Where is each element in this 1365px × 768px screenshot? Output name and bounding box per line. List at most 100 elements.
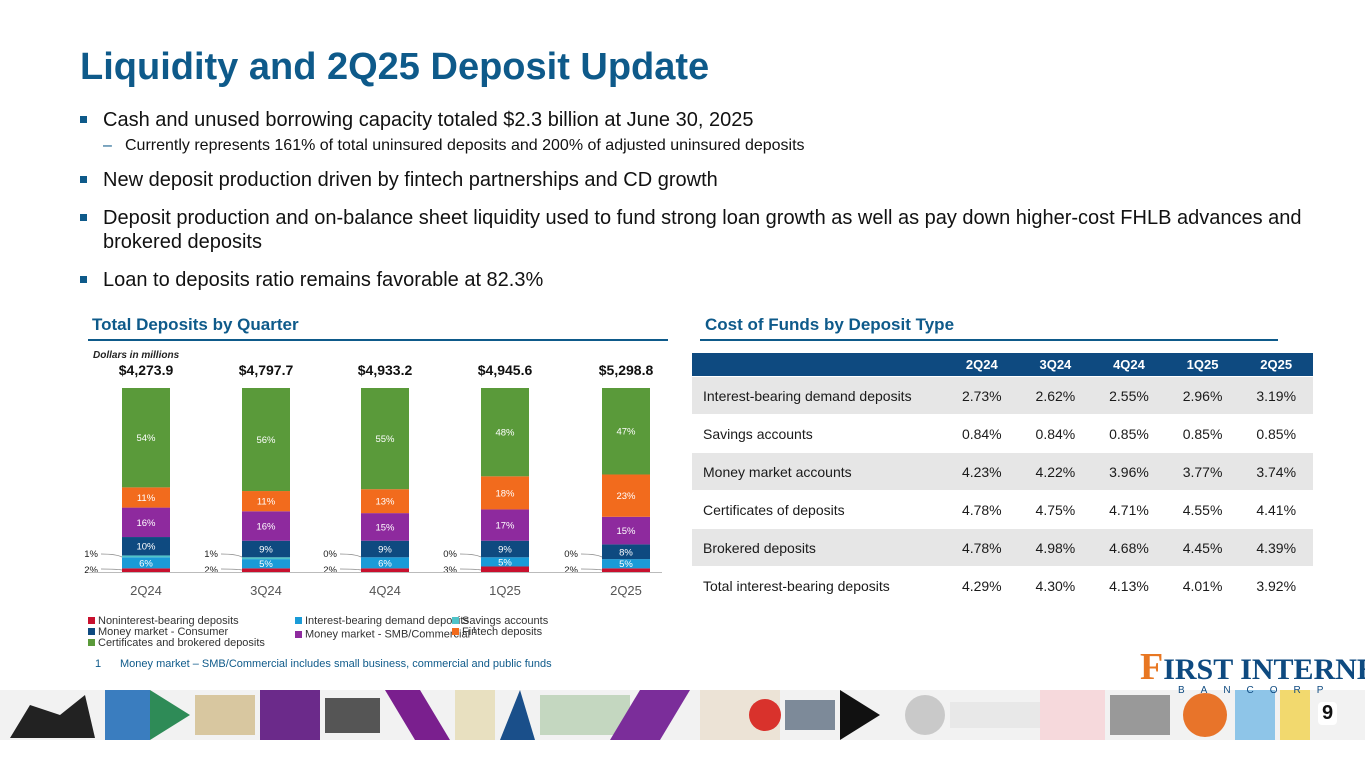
legend-swatch <box>452 617 459 624</box>
bar-segment <box>602 559 650 569</box>
segment-value-label: 9% <box>498 545 512 556</box>
table-cell: 4.29% <box>945 566 1019 604</box>
collage-shape <box>785 700 835 730</box>
segment-value-label: 55% <box>375 434 395 445</box>
leader-line <box>459 553 482 558</box>
bar-total-label: $4,933.2 <box>358 362 413 378</box>
legend-label: Certificates and brokered deposits <box>98 637 265 649</box>
table-cell: 4.45% <box>1165 528 1240 567</box>
legend-label: Noninterest-bearing deposits <box>98 615 239 627</box>
bar-segment <box>602 388 650 475</box>
heart-shape <box>749 699 781 731</box>
logo-name: IRST INTERNET <box>1163 653 1365 686</box>
bar-segment <box>242 540 290 558</box>
leader-line <box>100 553 123 558</box>
segment-value-label: 13% <box>375 497 395 508</box>
legend-item: Money market - SMB/Commercial 1 <box>295 626 477 641</box>
collage-shape <box>325 698 380 733</box>
collage-shape <box>195 695 255 735</box>
bar-segment <box>361 568 409 572</box>
collage-shape <box>385 690 450 740</box>
x-axis-tick-label: 3Q24 <box>250 583 282 598</box>
bullet-text: Cash and unused borrowing capacity total… <box>103 109 754 131</box>
leader-line <box>580 553 603 558</box>
table-cell: 4.01% <box>1165 566 1240 604</box>
row-label: Brokered deposits <box>692 528 945 567</box>
legend-swatch <box>295 630 302 638</box>
table-cell: 0.85% <box>1092 414 1166 453</box>
bar-segment <box>122 388 170 488</box>
table-cell: 3.19% <box>1239 376 1313 415</box>
segment-value-label: 16% <box>256 522 276 533</box>
sphere-shape <box>905 695 945 735</box>
collage-shape <box>1110 695 1170 735</box>
bar-segment <box>242 491 290 512</box>
bar-segment <box>242 559 290 569</box>
bar-segment <box>361 489 409 514</box>
leader-line <box>220 568 243 571</box>
footnote: 1 Money market – SMB/Commercial includes … <box>95 658 552 670</box>
table-cell: 4.23% <box>945 452 1019 491</box>
bar-segment <box>602 568 650 572</box>
table-header-cell: 2Q25 <box>1239 353 1313 377</box>
table-cell: 4.13% <box>1092 566 1166 604</box>
bullet-text: Loan to deposits ratio remains favorable… <box>103 269 544 291</box>
table-row: Certificates of deposits 4.78% 4.75% 4.71% 4… <box>692 490 1313 529</box>
segment-value-label: 2% <box>204 565 218 576</box>
table-cell: 4.78% <box>945 528 1019 567</box>
logo-subtitle: BANCORP <box>1178 685 1340 696</box>
leader-line <box>100 568 123 571</box>
table-cell: 4.68% <box>1092 528 1166 567</box>
bar-segment <box>481 566 529 572</box>
row-label: Total interest-bearing deposits <box>692 566 945 604</box>
segment-value-label: 2% <box>84 565 98 576</box>
segment-value-label: 17% <box>495 521 515 532</box>
bullet-text: Deposit production and on-balance sheet … <box>103 207 1302 253</box>
x-axis-tick-label: 2Q24 <box>130 583 162 598</box>
table-header-cell: 4Q24 <box>1092 353 1166 377</box>
segment-value-label: 0% <box>323 549 337 560</box>
table-cell: 4.39% <box>1239 528 1313 567</box>
leader-line <box>220 553 243 558</box>
segment-value-label: 8% <box>619 547 633 558</box>
legend-label: Fintech deposits <box>462 626 543 638</box>
legend-swatch <box>88 639 95 646</box>
table-row: Savings accounts 0.84% 0.84% 0.85% 0.85% 0.85… <box>692 414 1313 453</box>
table-header-cell: 1Q25 <box>1165 353 1240 377</box>
table-header-cell: 2Q24 <box>945 353 1019 377</box>
legend-label: Interest-bearing demand deposits <box>305 615 469 627</box>
table-cell: 3.77% <box>1165 452 1240 491</box>
legend-label: Money market - SMB/Commercial <box>305 628 471 641</box>
table-cell: 4.41% <box>1239 490 1313 529</box>
glove-panel <box>1235 690 1275 740</box>
deposits-stacked-bar-chart: Dollars in millions$4,273.9 6% 10% 16% 11% 54… <box>84 350 662 598</box>
collage-shape <box>455 690 495 740</box>
segment-value-label: 0% <box>443 549 457 560</box>
cost-of-funds-section-title: Cost of Funds by Deposit Type <box>705 315 955 334</box>
table-cell: 0.85% <box>1239 414 1313 453</box>
company-logo: FIRST INTERNET BANCORP <box>1140 645 1365 696</box>
bar-segment <box>361 557 409 569</box>
segment-value-label: 16% <box>136 518 156 529</box>
collage-shape <box>610 690 690 740</box>
table-cell: 3.74% <box>1239 452 1313 491</box>
segment-value-label: 0% <box>564 549 578 560</box>
bar-segment <box>602 474 650 517</box>
table-cell: 0.85% <box>1165 414 1240 453</box>
segment-value-label: 5% <box>498 557 512 568</box>
table-cell: 4.22% <box>1018 452 1093 491</box>
table-cell: 4.55% <box>1165 490 1240 529</box>
row-label: Interest-bearing demand deposits <box>692 376 945 415</box>
bar-segment <box>481 476 529 510</box>
bullet-item: Loan to deposits ratio remains favorable… <box>80 268 1320 292</box>
table-header-cell: 3Q24 <box>1018 353 1093 377</box>
legend-item: Certificates and brokered deposits <box>88 637 265 649</box>
logo-wordmark: FIRST INTERNET <box>1140 645 1365 689</box>
bar-segment <box>242 511 290 541</box>
collage-shape <box>260 690 320 740</box>
table-cell: 4.78% <box>945 490 1019 529</box>
legend-swatch <box>452 628 459 635</box>
collage-shape <box>950 702 1040 728</box>
bar-segment <box>122 537 170 556</box>
segment-value-label: 15% <box>375 522 395 533</box>
